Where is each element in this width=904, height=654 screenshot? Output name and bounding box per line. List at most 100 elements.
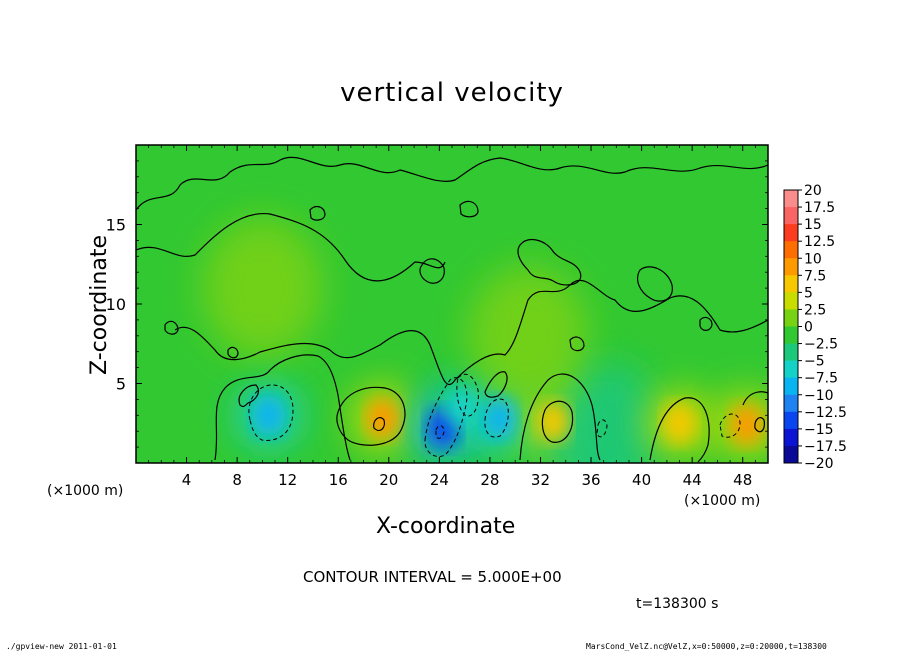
colorbar-label: −7.5 [804,371,838,387]
footer-dataset-label: MarsCond_VelZ.nc@VelZ,x=0:50000,z=0:2000… [586,642,827,651]
colorbar-swatch [784,292,798,310]
contour-line [459,200,479,218]
contour-line [309,205,326,221]
x-unit-label-right: (×1000 m) [684,493,761,509]
field-core [537,401,570,442]
field-core [446,387,479,428]
colorbar-label: 17.5 [804,200,835,216]
colorbar-label: −5 [804,354,825,370]
colorbar-label: −17.5 [804,439,847,455]
negative-contour-lines [248,373,741,457]
x-tick-label: 12 [278,471,297,489]
contour-line [174,279,768,386]
x-tick-label: 48 [733,471,752,489]
colorbar-swatch [784,258,798,276]
colorbar-label: 0 [804,320,813,336]
field-blob [467,265,588,406]
colorbar-swatch [784,224,798,242]
contour-line [569,336,585,352]
field-core [252,395,285,436]
contour-line [164,320,179,335]
colorbar-label: 7.5 [804,268,826,284]
x-tick-label: 36 [581,471,600,489]
contour-lines [136,156,768,463]
footer-program-label: ./gpview-new 2011-01-01 [6,642,117,651]
colorbar-label: −10 [804,388,834,404]
colorbar-label: −15 [804,422,834,438]
contour-line [227,346,239,359]
contour-line [419,258,445,284]
colorbar-swatch [784,309,798,327]
x-tick-label: 16 [329,471,348,489]
colorbar-swatch [784,207,798,225]
contour-line [742,391,768,406]
colorbar-swatch [784,428,798,447]
x-axis: 4 8 12 16 20 24 28 32 36 40 44 48 [148,145,756,489]
colorbar-label: 10 [804,251,822,267]
contour-line [596,419,608,438]
x-tick-label: 40 [632,471,651,489]
contour-line [517,238,582,286]
x-tick-label: 32 [531,471,550,489]
colorbar-swatch [784,360,798,379]
colorbar-label: 12.5 [804,234,835,250]
contour-line [136,156,768,211]
y-tick-label: 10 [106,295,126,314]
plot-area [136,145,768,463]
x-tick-label: 44 [683,471,702,489]
colorbar-swatch [784,445,798,464]
colorbar-swatch [784,241,798,259]
colorbar-swatch [784,394,798,413]
x-tick-label: 28 [480,471,499,489]
contour-line [214,354,351,461]
time-label: t=138300 s [636,596,719,612]
y-tick-label: 15 [106,216,126,235]
y-axis: 5 10 15 [106,160,768,448]
x-tick-label: 24 [430,471,449,489]
x-unit-label-left: (×1000 m) [47,483,124,499]
contour-line [238,384,260,408]
contour-line [541,400,574,443]
field-core [663,403,696,444]
x-tick-label: 20 [379,471,398,489]
contour-line [424,377,468,457]
colorbar-label: −2.5 [804,337,838,353]
contour-interval-label: CONTOUR INTERVAL = 5.000E+00 [303,568,562,586]
contour-line [754,416,765,433]
x-tick-label: 8 [232,471,242,489]
colorbar-swatch [784,411,798,430]
colorbar-swatch [784,190,798,208]
field-blob [543,361,664,463]
x-tick-label: 4 [182,471,192,489]
field-core [484,398,517,439]
colorbar-label: −12.5 [804,405,847,421]
colorbar-label: 15 [804,217,822,233]
contour-line [435,425,445,439]
contour-line [637,266,673,302]
colorbar-swatch [784,377,798,396]
colorbar-label: 5 [804,285,813,301]
field-core [730,404,763,445]
contour-line [649,397,710,463]
contour-line [719,413,741,438]
contour-line [248,384,294,441]
contour-line [136,213,446,282]
colorbar-swatch [784,326,798,345]
contour-line [519,373,601,461]
chart-title: vertical velocity [340,78,564,108]
y-axis-label: Z-coordinate [87,235,112,375]
colorbar-label: 20 [804,183,822,199]
contour-line [336,386,406,446]
colorbar-swatch [784,275,798,293]
field-blob [202,218,323,359]
contour-line [456,373,479,417]
x-axis-label: X-coordinate [376,514,516,539]
contour-line [484,398,509,438]
contour-line [699,316,713,331]
contour-line [484,371,508,398]
y-tick-label: 5 [116,375,126,394]
colorbar-swatch [784,343,798,362]
contour-line [373,416,385,432]
